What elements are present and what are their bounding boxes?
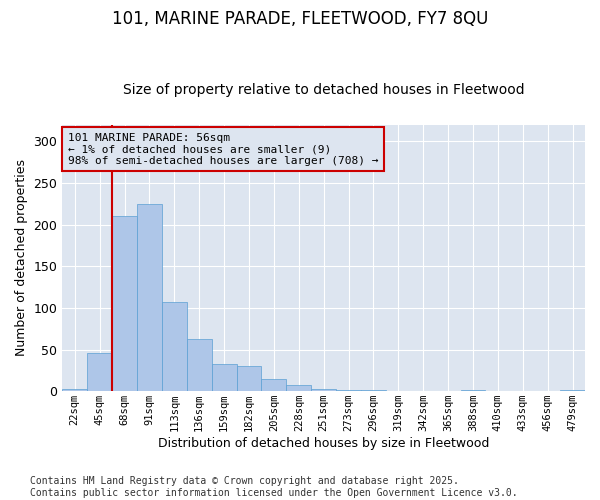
Title: Size of property relative to detached houses in Fleetwood: Size of property relative to detached ho… bbox=[123, 83, 524, 97]
Text: 101, MARINE PARADE, FLEETWOOD, FY7 8QU: 101, MARINE PARADE, FLEETWOOD, FY7 8QU bbox=[112, 10, 488, 28]
Bar bbox=[311, 388, 336, 391]
Bar bbox=[361, 390, 386, 391]
Bar bbox=[187, 338, 212, 391]
Bar bbox=[461, 390, 485, 391]
Bar bbox=[112, 216, 137, 391]
X-axis label: Distribution of detached houses by size in Fleetwood: Distribution of detached houses by size … bbox=[158, 437, 490, 450]
Bar bbox=[236, 366, 262, 391]
Bar bbox=[137, 204, 162, 391]
Y-axis label: Number of detached properties: Number of detached properties bbox=[15, 160, 28, 356]
Text: Contains HM Land Registry data © Crown copyright and database right 2025.
Contai: Contains HM Land Registry data © Crown c… bbox=[30, 476, 518, 498]
Bar bbox=[560, 390, 585, 391]
Bar bbox=[62, 388, 87, 391]
Bar bbox=[262, 378, 286, 391]
Bar bbox=[286, 384, 311, 391]
Bar bbox=[162, 302, 187, 391]
Bar bbox=[212, 364, 236, 391]
Bar bbox=[87, 353, 112, 391]
Text: 101 MARINE PARADE: 56sqm
← 1% of detached houses are smaller (9)
98% of semi-det: 101 MARINE PARADE: 56sqm ← 1% of detache… bbox=[68, 132, 378, 166]
Bar bbox=[336, 390, 361, 391]
